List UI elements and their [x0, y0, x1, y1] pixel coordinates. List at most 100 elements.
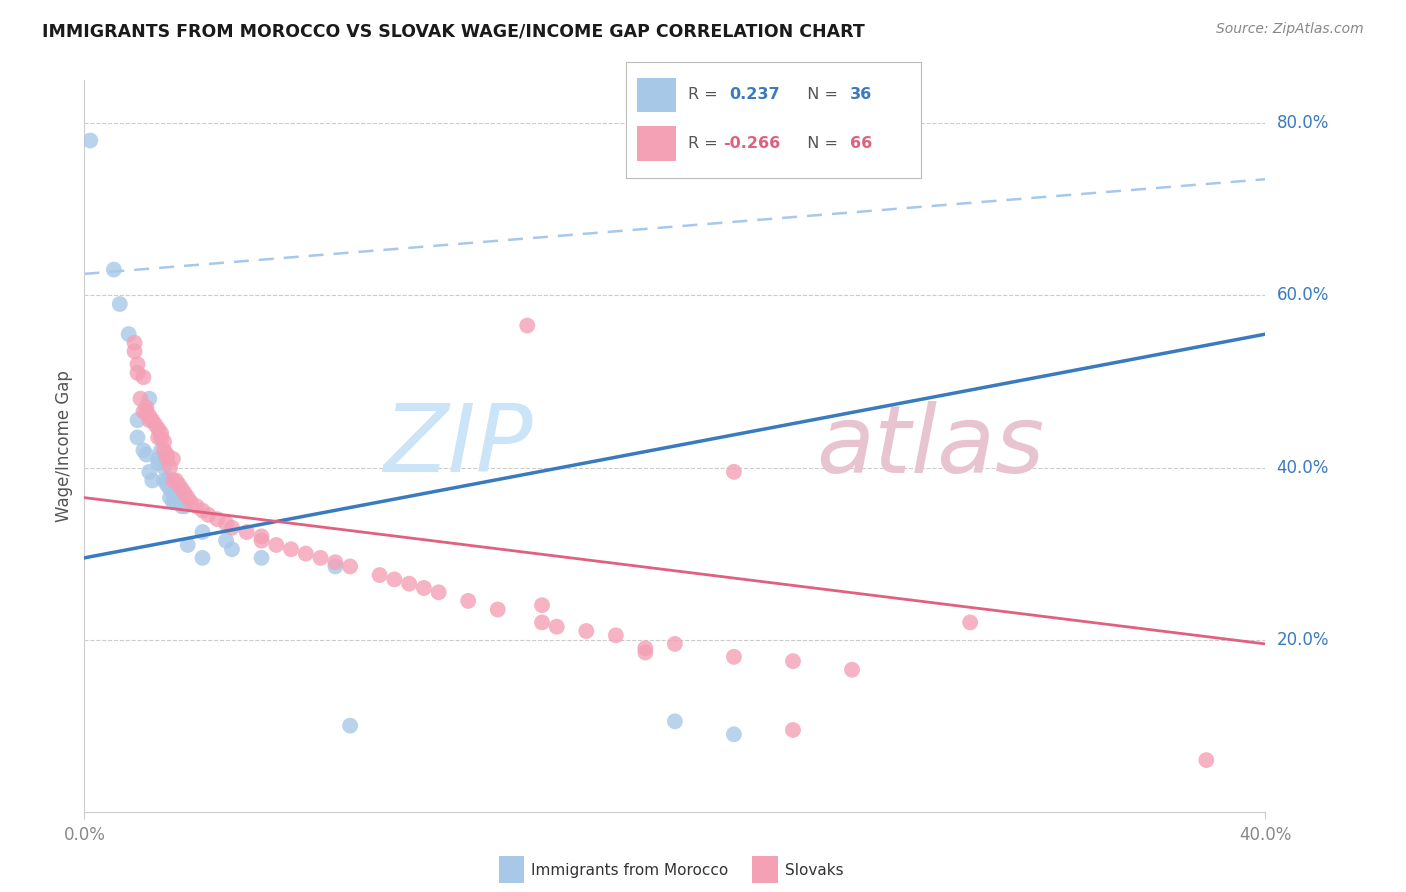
- Point: [124, 344, 146, 359]
- Text: IMMIGRANTS FROM MOROCCO VS SLOVAK WAGE/INCOME GAP CORRELATION CHART: IMMIGRANTS FROM MOROCCO VS SLOVAK WAGE/I…: [42, 22, 865, 40]
- Point: [723, 465, 745, 479]
- Point: [150, 426, 173, 441]
- Point: [159, 491, 181, 505]
- Point: [186, 500, 208, 514]
- Point: [148, 430, 170, 444]
- Text: 20.0%: 20.0%: [1277, 631, 1329, 648]
- Point: [191, 503, 214, 517]
- Y-axis label: Wage/Income Gap: Wage/Income Gap: [55, 370, 73, 522]
- Point: [191, 524, 214, 539]
- Bar: [637, 78, 676, 112]
- Point: [150, 443, 173, 458]
- Text: 40.0%: 40.0%: [1277, 458, 1329, 476]
- Point: [959, 615, 981, 630]
- Point: [264, 538, 288, 552]
- Point: [150, 430, 173, 444]
- Text: Slovaks: Slovaks: [785, 863, 844, 878]
- Point: [159, 460, 181, 475]
- Point: [309, 550, 332, 565]
- Point: [148, 456, 170, 470]
- Point: [170, 482, 193, 496]
- Point: [165, 474, 187, 488]
- Point: [191, 550, 214, 565]
- Point: [143, 417, 166, 432]
- Bar: [637, 126, 676, 161]
- Point: [723, 727, 745, 741]
- Point: [167, 477, 190, 491]
- Point: [177, 538, 200, 552]
- Text: N =: N =: [797, 136, 844, 151]
- Point: [127, 430, 149, 444]
- Point: [135, 448, 157, 462]
- Point: [141, 413, 163, 427]
- Point: [457, 594, 479, 608]
- Point: [486, 602, 509, 616]
- Point: [156, 451, 179, 466]
- Point: [170, 500, 193, 514]
- Point: [132, 370, 155, 384]
- Point: [127, 357, 149, 371]
- Point: [129, 392, 152, 406]
- Point: [153, 460, 176, 475]
- Point: [323, 559, 347, 574]
- Point: [118, 327, 141, 342]
- Point: [135, 401, 157, 415]
- Point: [221, 521, 243, 535]
- Point: [138, 413, 160, 427]
- Text: R =: R =: [688, 136, 723, 151]
- Point: [135, 404, 157, 418]
- Point: [634, 646, 657, 660]
- Point: [162, 451, 184, 466]
- Text: Source: ZipAtlas.com: Source: ZipAtlas.com: [1216, 22, 1364, 37]
- Point: [782, 723, 804, 737]
- Point: [153, 434, 176, 449]
- Point: [205, 512, 228, 526]
- Point: [782, 654, 804, 668]
- Point: [546, 620, 568, 634]
- Point: [575, 624, 598, 638]
- Point: [162, 474, 184, 488]
- Text: Immigrants from Morocco: Immigrants from Morocco: [531, 863, 728, 878]
- Point: [664, 637, 686, 651]
- Point: [177, 491, 200, 505]
- Point: [148, 451, 170, 466]
- Point: [339, 719, 361, 733]
- Point: [138, 392, 160, 406]
- Point: [605, 628, 627, 642]
- Point: [530, 615, 553, 630]
- Point: [165, 495, 187, 509]
- Text: 66: 66: [851, 136, 872, 151]
- Point: [156, 477, 179, 491]
- Point: [1195, 753, 1218, 767]
- Point: [841, 663, 863, 677]
- Point: [159, 482, 181, 496]
- Point: [215, 533, 238, 548]
- Point: [634, 641, 657, 656]
- Point: [138, 409, 160, 423]
- Point: [156, 474, 179, 488]
- Point: [280, 542, 302, 557]
- Point: [250, 550, 273, 565]
- Point: [127, 366, 149, 380]
- Point: [221, 542, 243, 557]
- Point: [132, 443, 155, 458]
- Point: [79, 134, 101, 148]
- Point: [530, 598, 553, 612]
- Point: [339, 559, 361, 574]
- Point: [156, 448, 179, 462]
- Text: 0.237: 0.237: [728, 87, 780, 103]
- Point: [167, 482, 190, 496]
- Point: [235, 524, 259, 539]
- Point: [250, 533, 273, 548]
- Point: [162, 486, 184, 500]
- Point: [197, 508, 219, 522]
- Point: [173, 486, 195, 500]
- Point: [141, 474, 163, 488]
- Text: atlas: atlas: [817, 401, 1045, 491]
- Point: [664, 714, 686, 729]
- Text: 36: 36: [851, 87, 872, 103]
- Point: [180, 495, 202, 509]
- Point: [103, 262, 125, 277]
- Point: [162, 495, 184, 509]
- Point: [108, 297, 131, 311]
